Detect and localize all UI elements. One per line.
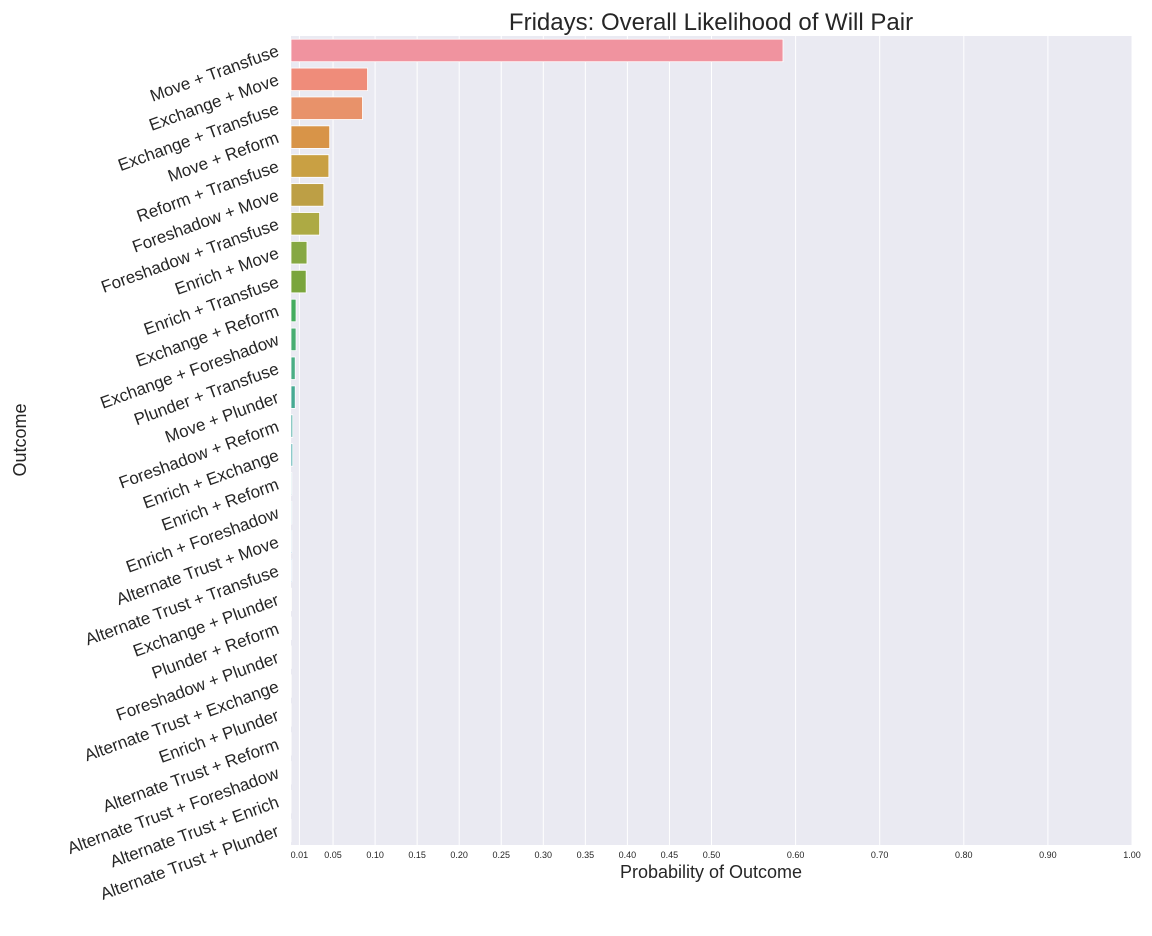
- x-tick-label: 0.01: [291, 850, 309, 860]
- x-tick-label: 0.80: [955, 850, 973, 860]
- x-tick-label: 1.00: [1123, 850, 1141, 860]
- bar-2: [290, 67, 368, 92]
- bar-17: [290, 501, 293, 525]
- bar-18: [290, 529, 293, 554]
- x-tick-label: 0.40: [619, 850, 637, 860]
- y-axis-label: Outcome: [10, 403, 30, 476]
- x-tick-label: 0.45: [661, 850, 679, 860]
- x-tick-label: 0.35: [577, 850, 595, 860]
- x-tick-label: 0.70: [871, 850, 889, 860]
- bar-12: [290, 356, 296, 380]
- x-tick-label: 0.05: [324, 850, 342, 860]
- x-tick-label: 0.25: [492, 850, 510, 860]
- bar-15: [290, 443, 294, 467]
- gridlines: [298, 36, 1133, 845]
- bar-9: [290, 269, 307, 294]
- x-tick-label: 0.10: [366, 850, 384, 860]
- bar-7: [290, 212, 320, 236]
- x-tick-label: 0.60: [787, 850, 805, 860]
- x-tick-label: 0.90: [1039, 850, 1057, 860]
- bar-6: [290, 183, 325, 207]
- bar-19: [290, 558, 293, 583]
- bar-3: [290, 96, 363, 120]
- x-tick-label: 0.30: [535, 850, 553, 860]
- x-tick-label: 0.15: [408, 850, 426, 860]
- bar-13: [290, 385, 296, 409]
- x-axis-label: Probability of Outcome: [620, 862, 802, 882]
- bar-1: [290, 38, 784, 63]
- bar-16: [290, 472, 293, 496]
- bar-5: [290, 154, 330, 178]
- x-tick-labels: 0.01 0.05 0.10 0.15 0.20 0.25 0.30 0.35 0.40 0.45…: [291, 850, 1141, 860]
- x-tick-label: 0.50: [703, 850, 721, 860]
- bar-14: [290, 414, 294, 438]
- bar-11: [290, 327, 297, 352]
- x-tick-label: 0.20: [450, 850, 468, 860]
- chart-title: Fridays: Overall Likelihood of Will Pair: [509, 9, 913, 36]
- bars: [290, 38, 784, 843]
- bar-8: [290, 241, 308, 265]
- bar-4: [290, 125, 331, 149]
- bar-10: [290, 298, 297, 323]
